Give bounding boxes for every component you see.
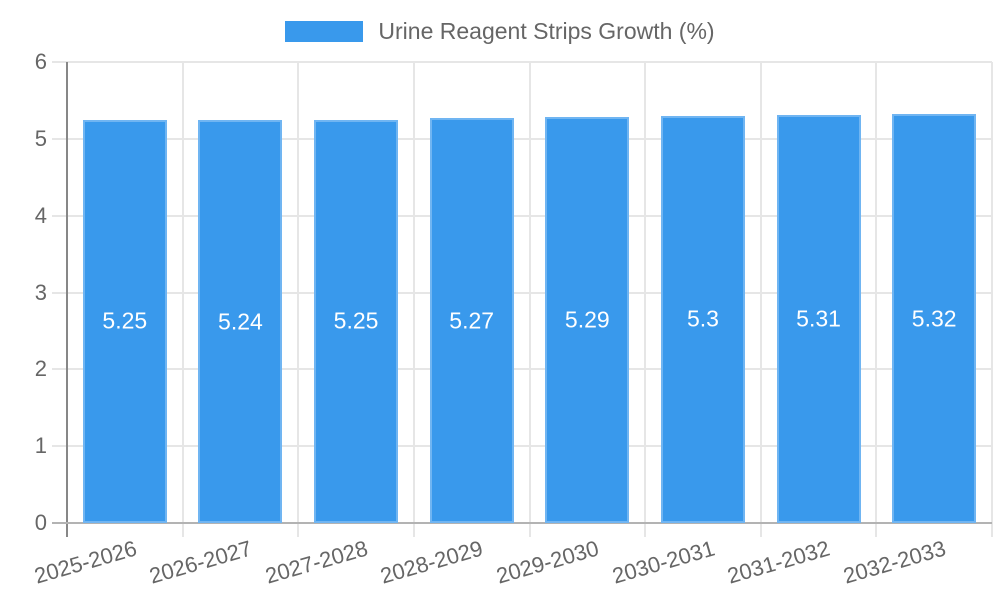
y-gridline (52, 445, 992, 448)
bar[interactable] (314, 119, 399, 523)
y-axis-tick-label: 0 (34, 510, 47, 535)
y-axis-tick-label: 2 (34, 356, 47, 382)
y-axis-tick-label: 5 (34, 125, 47, 151)
bar-value-label: 5.31 (796, 305, 841, 332)
x-axis-tick-label: 2029-2030 (493, 535, 602, 589)
x-gridline (297, 62, 300, 537)
y-gridline (52, 137, 992, 140)
x-gridline (991, 62, 993, 537)
bar-value-label: 5.24 (218, 308, 263, 335)
x-gridline (181, 62, 184, 537)
x-gridline (528, 62, 531, 537)
bar-value-label: 5.29 (564, 306, 610, 333)
bar[interactable] (545, 116, 630, 523)
bar[interactable] (660, 115, 745, 523)
x-axis-tick-label: 2031-2032 (724, 535, 833, 589)
bar[interactable] (82, 119, 167, 523)
bar[interactable] (198, 120, 283, 523)
x-axis-tick-label: 2027-2028 (262, 535, 371, 589)
x-axis-tick-label: 2028-2029 (377, 535, 486, 589)
bar-value-label: 5.25 (333, 307, 379, 334)
bar-value-label: 5.32 (911, 305, 957, 332)
y-axis-tick-label: 4 (34, 202, 47, 228)
y-gridline (52, 61, 992, 63)
y-axis-line (66, 62, 68, 537)
x-baseline (52, 522, 992, 524)
legend-label: Urine Reagent Strips Growth (%) (378, 18, 715, 44)
bar[interactable] (429, 118, 514, 523)
x-gridline (759, 62, 762, 537)
y-axis-tick-label: 6 (34, 49, 47, 74)
bar-value-label: 5.25 (102, 307, 148, 334)
x-gridline (412, 62, 415, 537)
chart-legend[interactable]: Urine Reagent Strips Growth (%) (0, 20, 1000, 43)
x-axis-tick-label: 2025-2026 (31, 535, 140, 589)
y-axis-tick-label: 3 (34, 279, 47, 305)
x-gridline (644, 62, 647, 537)
x-axis-tick-label: 2026-2027 (146, 535, 255, 589)
bar[interactable] (892, 114, 977, 523)
bar-value-label: 5.3 (686, 305, 719, 332)
legend-swatch-icon (285, 21, 364, 42)
y-gridline (52, 214, 992, 217)
bar-value-label: 5.27 (449, 307, 495, 334)
y-gridline (52, 291, 992, 294)
y-axis-tick-label: 1 (34, 433, 47, 459)
x-axis-tick-label: 2030-2031 (609, 535, 718, 589)
bar[interactable] (776, 115, 861, 523)
y-gridline (52, 368, 992, 371)
x-gridline (875, 62, 878, 537)
x-axis-tick-label: 2032-2033 (840, 535, 949, 589)
